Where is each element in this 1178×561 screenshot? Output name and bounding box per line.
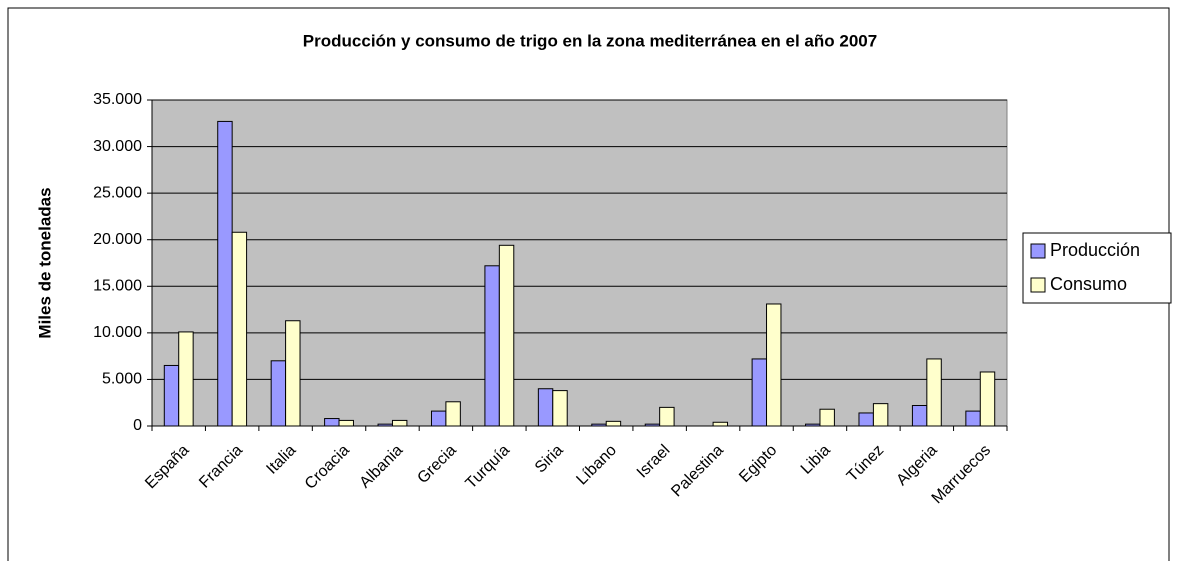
- y-tick-label: 25.000: [93, 184, 142, 201]
- bar: [605, 420, 622, 427]
- bar: [751, 358, 768, 427]
- chart-title: Producción y consumo de trigo en la zona…: [303, 31, 877, 50]
- y-tick-label: 10.000: [93, 324, 142, 341]
- bar: [498, 244, 515, 427]
- bar: [805, 423, 821, 427]
- y-tick-label: 15.000: [93, 278, 142, 295]
- bar: [270, 360, 287, 427]
- bar: [766, 303, 782, 427]
- bar: [552, 390, 568, 427]
- legend-label: Producción: [1050, 240, 1140, 260]
- y-tick-label: 5.000: [102, 371, 142, 388]
- bar: [644, 423, 661, 427]
- y-tick-label: 30.000: [93, 138, 142, 155]
- bar: [965, 410, 981, 427]
- bar: [858, 412, 874, 427]
- bar: [178, 331, 194, 427]
- bar: [163, 364, 180, 427]
- bar: [591, 423, 607, 427]
- bar: [872, 403, 889, 427]
- bar: [377, 423, 393, 427]
- bar: [484, 265, 500, 427]
- legend-label: Consumo: [1050, 274, 1127, 294]
- y-tick-label: 35.000: [93, 91, 142, 108]
- bar: [217, 120, 233, 427]
- legend: [1022, 232, 1172, 304]
- legend-swatch: [1030, 277, 1046, 293]
- y-tick-label: 20.000: [93, 231, 142, 248]
- bar: [430, 410, 447, 427]
- bar: [979, 371, 996, 427]
- bar: [911, 405, 928, 427]
- bar: [926, 358, 942, 427]
- bar: [659, 406, 675, 427]
- bar: [712, 421, 729, 427]
- bar: [391, 419, 408, 427]
- bar: [324, 418, 340, 427]
- bar: [285, 320, 301, 427]
- y-axis-label: Miles de toneladas: [35, 187, 54, 338]
- bar: [338, 419, 354, 427]
- legend-swatch: [1030, 243, 1046, 259]
- bar: [537, 388, 554, 427]
- y-tick-label: 0: [133, 417, 142, 434]
- bar: [445, 401, 461, 427]
- bar: [819, 408, 835, 427]
- bar: [231, 231, 248, 427]
